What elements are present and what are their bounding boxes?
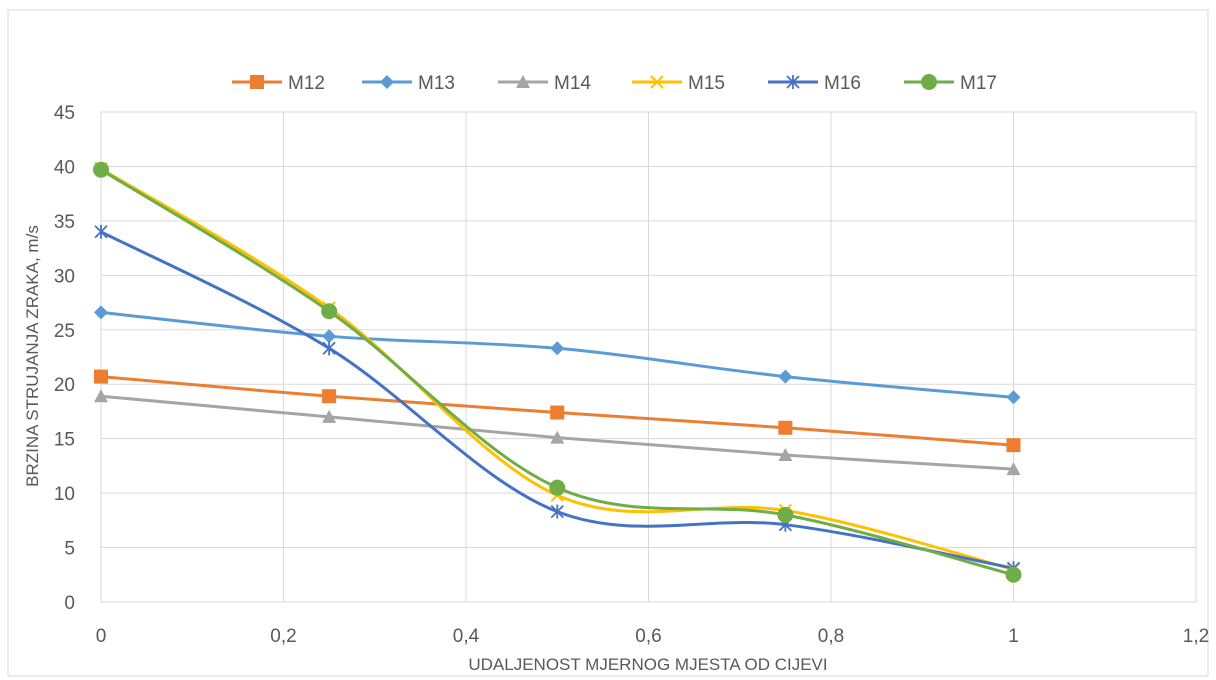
data-point-m13 xyxy=(1006,390,1021,405)
x-tick-label: 0,2 xyxy=(270,626,296,647)
data-point-m13 xyxy=(550,341,565,356)
y-tick-label: 40 xyxy=(54,157,75,178)
y-tick-label: 0 xyxy=(64,593,75,614)
data-point-m16 xyxy=(322,341,336,356)
legend-marker-m16 xyxy=(786,75,800,89)
legend-item-m16: M16 xyxy=(768,73,861,94)
data-point-m12 xyxy=(322,389,337,404)
x-tick-label: 1,2 xyxy=(1183,626,1209,647)
data-point-m14 xyxy=(1006,462,1021,476)
data-point-m16 xyxy=(550,504,564,519)
legend-label-m16: M16 xyxy=(824,73,861,94)
legend-marker-m15 xyxy=(650,75,664,89)
y-tick-label: 35 xyxy=(54,212,75,233)
legend-item-m13: M13 xyxy=(362,73,455,94)
data-point-m16 xyxy=(94,224,108,239)
marker-layer xyxy=(93,161,1022,583)
data-point-m14 xyxy=(778,448,793,461)
legend: M12 M13 M14 M15 M16 M17 xyxy=(232,73,997,94)
legend-item-m15: M15 xyxy=(632,73,725,94)
data-point-m13 xyxy=(94,305,108,320)
data-point-m14 xyxy=(322,409,337,423)
data-point-m17 xyxy=(549,479,566,496)
data-point-m17 xyxy=(321,303,338,320)
legend-label-m15: M15 xyxy=(688,73,725,94)
legend-marker-m14 xyxy=(516,75,530,88)
x-tick-label: 0 xyxy=(96,626,107,647)
data-point-m12 xyxy=(550,405,565,420)
legend-marker-m17 xyxy=(921,74,937,90)
data-point-m14 xyxy=(550,430,565,444)
legend-marker-m12 xyxy=(250,75,264,89)
data-point-m12 xyxy=(1006,438,1021,453)
data-point-m14 xyxy=(94,389,108,403)
data-point-m12 xyxy=(94,369,108,384)
data-point-m17 xyxy=(777,506,794,523)
data-point-m12 xyxy=(778,420,793,435)
x-tick-label: 0,4 xyxy=(453,626,480,647)
legend-label-m12: M12 xyxy=(288,73,325,94)
x-axis-title: UDALJENOST MJERNOG MJESTA OD CIJEVI xyxy=(468,655,827,674)
x-tick-label: 0,6 xyxy=(635,626,661,647)
y-tick-label: 25 xyxy=(54,321,75,342)
legend-item-m17: M17 xyxy=(904,73,997,94)
legend-label-m13: M13 xyxy=(418,73,455,94)
chart-border xyxy=(7,9,1209,677)
data-point-m17 xyxy=(93,161,109,178)
y-axis-title: BRZINA STRUJANJA ZRAKA, m/s xyxy=(23,225,42,487)
legend-item-m12: M12 xyxy=(232,73,325,94)
grid-layer xyxy=(100,111,1197,603)
legend-label-m14: M14 xyxy=(554,73,591,94)
legend-label-m17: M17 xyxy=(960,73,997,94)
tick-layer: 0 5 10 15 20 25 30 35 40 45 0 0,2 0,4 0,6 0,8 1 1,2 xyxy=(54,103,1209,647)
x-tick-label: 1 xyxy=(1008,626,1019,647)
y-tick-label: 15 xyxy=(54,430,75,451)
data-point-m17 xyxy=(1005,566,1022,583)
y-tick-label: 45 xyxy=(54,103,75,124)
y-tick-label: 5 xyxy=(64,539,75,560)
y-tick-label: 10 xyxy=(54,484,75,505)
legend-item-m14: M14 xyxy=(498,73,591,94)
data-point-m13 xyxy=(778,369,793,384)
x-tick-label: 0,8 xyxy=(818,626,844,647)
y-tick-label: 30 xyxy=(54,266,75,287)
y-tick-label: 20 xyxy=(54,375,75,396)
data-point-m13 xyxy=(322,329,337,344)
legend-marker-m13 xyxy=(380,75,394,89)
